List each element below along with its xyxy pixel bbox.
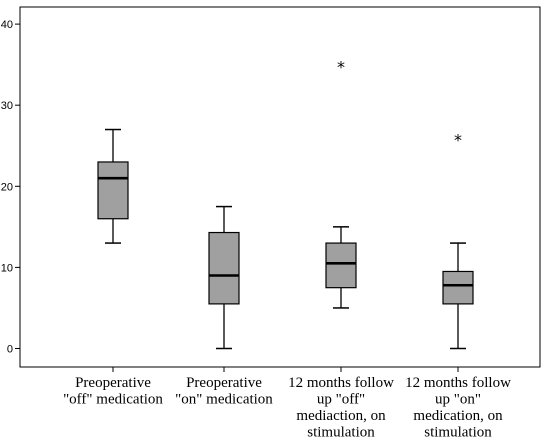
x-axis: Preoperative"off" medicationPreoperative… (63, 367, 511, 441)
y-tick-label: 30 (1, 100, 13, 112)
category-label-line: stimulation (424, 425, 492, 441)
category-label-line: 12 months follow (405, 375, 511, 391)
y-tick-label: 40 (1, 19, 13, 31)
category-label-2: Preoperative"on" medication (175, 375, 273, 408)
category-label-line: medication, on (413, 408, 503, 424)
box-2 (208, 205, 240, 350)
category-label-line: "on" medication (175, 392, 273, 408)
y-tick-label: 20 (1, 181, 13, 193)
category-label-line: stimulation (307, 425, 375, 441)
category-label-line: mediaction, on (296, 408, 386, 424)
category-label-line: up "on" (435, 392, 481, 408)
box-3: * (325, 58, 357, 309)
category-label-line: 12 months follow (288, 375, 394, 391)
category-label-line: Preoperative (186, 375, 262, 391)
y-tick-label: 0 (7, 344, 13, 356)
category-label-line: "off" medication (63, 392, 163, 408)
category-label-1: Preoperative"off" medication (63, 375, 163, 408)
iqr-box (97, 161, 129, 220)
outlier-marker: * (337, 58, 345, 77)
iqr-box (442, 270, 474, 305)
iqr-box (208, 231, 240, 305)
y-tick-label: 10 (1, 262, 13, 274)
box-4: * (442, 131, 474, 350)
outlier-marker: * (454, 131, 462, 150)
box-1 (97, 128, 129, 244)
box-series: ** (97, 58, 474, 350)
category-label-line: up "off" (317, 392, 365, 408)
iqr-box (325, 242, 357, 289)
category-label-line: Preoperative (75, 375, 151, 391)
y-axis: 0 10 20 30 40 (1, 19, 20, 356)
